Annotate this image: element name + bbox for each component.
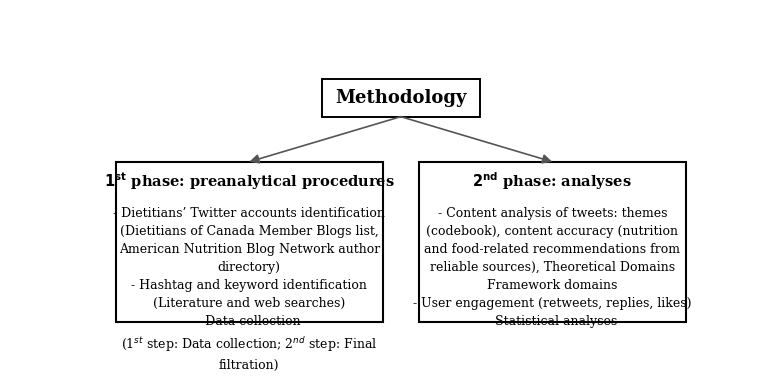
Text: $\mathbf{2^{nd}}$ phase: analyses: $\mathbf{2^{nd}}$ phase: analyses <box>472 170 632 192</box>
Text: $\mathbf{1^{st}}$ phase: preanalytical procedures: $\mathbf{1^{st}}$ phase: preanalytical p… <box>104 170 395 192</box>
FancyBboxPatch shape <box>116 162 382 322</box>
FancyBboxPatch shape <box>322 79 479 117</box>
Text: - Content analysis of tweets: themes
(codebook), content accuracy (nutrition
and: - Content analysis of tweets: themes (co… <box>413 207 691 328</box>
Text: Methodology: Methodology <box>335 89 467 107</box>
Text: - Dietitians’ Twitter accounts identification
(Dietitians of Canada Member Blogs: - Dietitians’ Twitter accounts identific… <box>113 207 386 372</box>
FancyBboxPatch shape <box>419 162 686 322</box>
